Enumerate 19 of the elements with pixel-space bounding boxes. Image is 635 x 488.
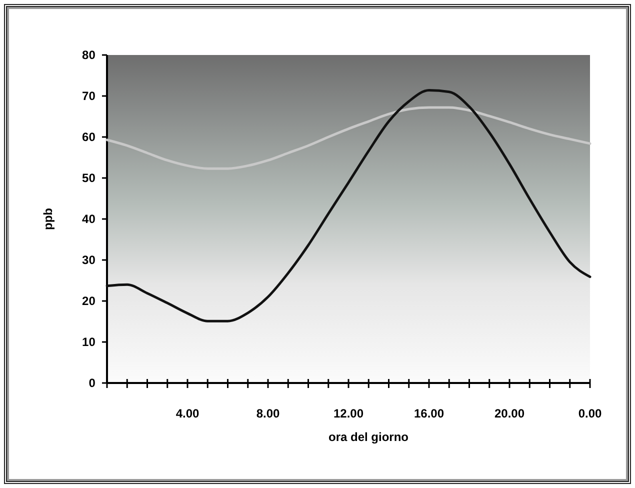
y-tick-label: 10 — [82, 334, 96, 349]
x-tick-label: 0.00 — [578, 406, 602, 420]
y-tick-label: 20 — [82, 294, 96, 308]
x-tick-label: 8.00 — [256, 406, 280, 420]
x-axis-title: ora del giorno — [328, 430, 409, 444]
x-tick-label: 20.00 — [494, 406, 525, 420]
y-tick-label: 60 — [82, 130, 96, 144]
x-tick-label: 16.00 — [414, 406, 444, 420]
y-tick-label: 0 — [88, 376, 96, 390]
x-tick-label: 4.00 — [176, 406, 200, 420]
x-tick-label: 12.00 — [333, 406, 364, 420]
y-tick-label: 50 — [82, 170, 96, 185]
y-axis-title: ppb — [41, 208, 55, 230]
line-series — [106, 89, 592, 322]
y-tick-label: 40 — [82, 212, 96, 226]
line-series — [106, 106, 592, 170]
y-tick-label: 70 — [82, 88, 96, 103]
y-tick-label: 80 — [82, 48, 96, 62]
y-tick-label: 30 — [82, 252, 96, 267]
